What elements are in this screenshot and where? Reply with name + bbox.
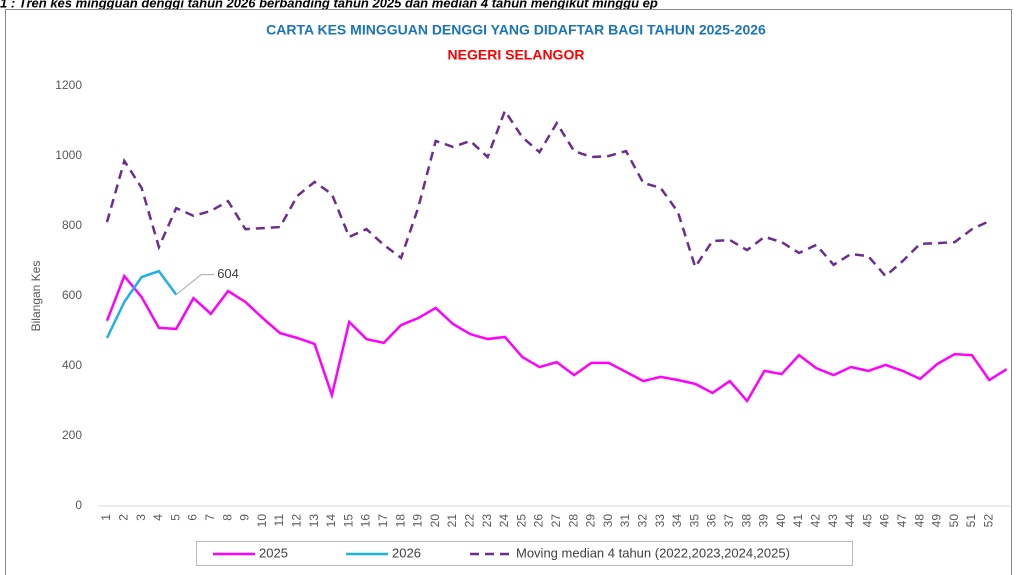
header-text: 1 : Tren kes mingguan denggi tahun 2026 … bbox=[0, 0, 658, 10]
x-tick-label: 3 bbox=[134, 514, 148, 521]
series-line bbox=[105, 273, 1008, 404]
series-line bbox=[105, 269, 178, 339]
x-tick-label: 32 bbox=[635, 514, 649, 528]
x-tick-label: 12 bbox=[289, 514, 303, 528]
x-tick-label: 42 bbox=[808, 514, 822, 528]
x-tick-label: 2 bbox=[116, 514, 130, 521]
chart-frame bbox=[5, 9, 1012, 575]
x-tick-label: 16 bbox=[359, 514, 373, 528]
x-tick-label: 15 bbox=[341, 514, 355, 528]
x-tick-label: 21 bbox=[445, 514, 459, 528]
leader-line bbox=[175, 274, 215, 295]
x-tick-label: 35 bbox=[687, 514, 701, 528]
x-tick-label: 41 bbox=[791, 514, 805, 528]
data-label: 604 bbox=[217, 266, 239, 281]
y-tick-label: 800 bbox=[62, 218, 82, 232]
y-tick-label: 400 bbox=[62, 358, 82, 372]
x-tick-label: 30 bbox=[601, 514, 615, 528]
legend-label: 2026 bbox=[392, 545, 421, 560]
x-tick-label: 19 bbox=[411, 514, 425, 528]
legend-label: Moving median 4 tahun (2022,2023,2024,20… bbox=[516, 545, 790, 560]
x-tick-label: 48 bbox=[912, 514, 926, 528]
x-tick-label: 5 bbox=[168, 514, 182, 521]
x-tick-label: 4 bbox=[151, 514, 165, 521]
chart-title: CARTA KES MINGGUAN DENGGI YANG DIDAFTAR … bbox=[266, 22, 766, 38]
x-tick-label: 1 bbox=[99, 514, 113, 521]
x-tick-label: 20 bbox=[428, 514, 442, 528]
x-tick-label: 28 bbox=[566, 514, 580, 528]
legend bbox=[196, 541, 853, 566]
y-tick-label: 600 bbox=[62, 288, 82, 302]
legend-label: 2025 bbox=[259, 545, 288, 560]
x-tick-label: 43 bbox=[826, 514, 840, 528]
x-tick-label: 7 bbox=[203, 514, 217, 521]
x-tick-label: 18 bbox=[393, 514, 407, 528]
x-tick-label: 13 bbox=[307, 514, 321, 528]
x-tick-label: 45 bbox=[860, 514, 874, 528]
x-tick-label: 38 bbox=[739, 514, 753, 528]
y-tick-label: 200 bbox=[62, 428, 82, 442]
x-tick-label: 23 bbox=[480, 514, 494, 528]
x-tick-label: 29 bbox=[584, 514, 598, 528]
x-tick-label: 6 bbox=[186, 514, 200, 521]
x-tick-label: 24 bbox=[497, 514, 511, 528]
y-tick-label: 1200 bbox=[55, 78, 82, 92]
x-tick-label: 8 bbox=[220, 514, 234, 521]
x-tick-label: 22 bbox=[462, 514, 476, 528]
y-tick-label: 1000 bbox=[55, 148, 82, 162]
x-tick-label: 44 bbox=[843, 514, 857, 528]
x-tick-label: 31 bbox=[618, 514, 632, 528]
x-tick-label: 51 bbox=[964, 514, 978, 528]
x-tick-label: 9 bbox=[238, 514, 252, 521]
x-tick-label: 33 bbox=[653, 514, 667, 528]
x-tick-label: 47 bbox=[895, 514, 909, 528]
x-tick-label: 11 bbox=[272, 514, 286, 527]
x-tick-label: 10 bbox=[255, 514, 269, 528]
x-tick-label: 46 bbox=[878, 514, 892, 528]
x-tick-label: 40 bbox=[774, 514, 788, 528]
x-tick-label: 37 bbox=[722, 514, 736, 528]
x-tick-label: 50 bbox=[947, 514, 961, 528]
x-tick-label: 25 bbox=[514, 514, 528, 528]
x-tick-label: 17 bbox=[376, 514, 390, 528]
x-tick-label: 52 bbox=[981, 514, 995, 528]
y-tick-label: 0 bbox=[75, 498, 82, 512]
x-tick-label: 39 bbox=[757, 514, 771, 528]
x-tick-label: 26 bbox=[532, 514, 546, 528]
chart-subtitle: NEGERI SELANGOR bbox=[448, 47, 585, 63]
series-line bbox=[105, 108, 990, 278]
x-tick-label: 49 bbox=[930, 514, 944, 528]
x-tick-label: 14 bbox=[324, 514, 338, 528]
y-axis-label: Bilangan Kes bbox=[29, 261, 43, 332]
x-tick-label: 34 bbox=[670, 514, 684, 528]
x-tick-label: 36 bbox=[705, 514, 719, 528]
x-tick-label: 27 bbox=[549, 514, 563, 528]
